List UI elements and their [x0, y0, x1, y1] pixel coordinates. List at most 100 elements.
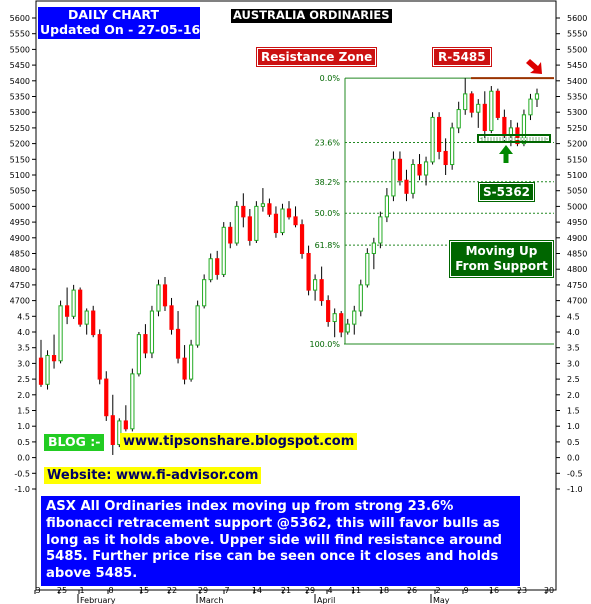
y-tick-label-right: 5200 [567, 140, 587, 149]
candle-down [417, 164, 422, 176]
x-tick-label: 30 [544, 586, 554, 595]
y-tick-label-right: -1.0 [567, 485, 583, 494]
y-tick-label-left: 5350 [10, 93, 30, 102]
y-tick-label-left: 3.5 [17, 344, 30, 353]
y-tick-label-right: -0.5 [567, 469, 583, 478]
y-tick-label-left: 4.0 [17, 328, 30, 337]
y-axis: 5600 5600 5550 5550 5500 5500 5450 5450 5400 5400… [10, 14, 588, 494]
y-tick-label-right: 5150 [567, 155, 587, 164]
candle-down [123, 420, 128, 430]
candle-down [299, 224, 305, 254]
candle-up [391, 158, 396, 197]
candle-up [365, 252, 370, 286]
candle-up [117, 420, 122, 445]
candle-up [130, 373, 135, 430]
x-tick-label: 8 [108, 586, 113, 595]
y-tick-label-right: 5100 [567, 171, 587, 180]
y-tick-label-right: 5300 [567, 108, 587, 117]
candle-down [326, 300, 331, 323]
y-tick-label-left: 3.0 [17, 359, 30, 368]
y-tick-label-left: 4750 [10, 281, 30, 290]
month-label: March [199, 596, 223, 604]
support-box [477, 134, 551, 143]
y-tick-label-left: 4700 [10, 297, 30, 306]
y-tick-label-right: 5500 [567, 45, 587, 54]
x-tick-label: 22 [167, 586, 177, 595]
fib-label: 100.0% [309, 340, 340, 349]
y-tick-label-left: 5000 [10, 202, 30, 211]
x-tick-label: 3 [35, 586, 40, 595]
y-tick-label-right: 4.5 [567, 312, 580, 321]
candle-up [352, 310, 357, 325]
y-tick-label-left: 5300 [10, 108, 30, 117]
x-tick-label: 15 [139, 586, 149, 595]
y-tick-label-left: 5250 [10, 124, 30, 133]
candle-up [476, 103, 481, 113]
x-tick-label: 14 [252, 586, 262, 595]
candle-up [521, 114, 527, 145]
candle-down [247, 216, 252, 241]
analysis-description: ASX All Ordinaries index moving up from … [41, 496, 520, 586]
candle-down [293, 216, 298, 226]
candle-down [306, 252, 311, 291]
candle-up [489, 90, 494, 132]
y-tick-label-left: 1.5 [17, 407, 30, 416]
candle-up [71, 289, 76, 317]
support-level-label: S-5362 [477, 182, 536, 202]
candle-up [423, 161, 429, 176]
candle-down [482, 103, 487, 132]
candle-down [215, 258, 220, 275]
x-tick-label: 23 [517, 586, 527, 595]
y-tick-label-right: 4950 [567, 218, 587, 227]
candle-up [378, 216, 383, 244]
candle-up [528, 98, 533, 116]
up-arrow-icon [499, 145, 513, 163]
candle-up [332, 313, 337, 323]
index-name: AUSTRALIA ORDINARIES [231, 8, 392, 23]
resistance-zone-label: Resistance Zone [255, 47, 378, 67]
candle-down [502, 116, 507, 137]
y-tick-label-right: 5450 [567, 61, 587, 70]
candle-up [534, 93, 540, 100]
x-tick-label: 29 [198, 586, 208, 595]
y-tick-label-left: 5600 [10, 14, 30, 23]
candle-down [65, 305, 70, 317]
y-tick-label-right: 0.5 [567, 438, 580, 447]
candle-up [463, 93, 468, 111]
candle-down [175, 328, 181, 359]
moving-up-line1: Moving Up [465, 244, 538, 258]
candle-up [313, 279, 318, 291]
y-tick-label-left: 4800 [10, 265, 30, 274]
y-tick-label-right: 4850 [567, 250, 587, 259]
y-tick-label-right: 4800 [567, 265, 587, 274]
x-axis: 3 25 1 8 15 22 29 7 14 21 29 4 11 18 26 2 9 16 23 30Februar… [34, 586, 554, 604]
down-right-arrow-icon [526, 59, 542, 74]
candle-down [339, 313, 344, 333]
x-tick-label: 26 [407, 586, 417, 595]
plot-frame [35, 0, 557, 591]
y-tick-label-left: 5200 [10, 140, 30, 149]
candle-down [267, 203, 272, 215]
chart-title: DAILY CHART [68, 7, 160, 22]
candle-down [91, 310, 96, 336]
y-tick-label-right: 1.5 [567, 407, 580, 416]
candle-down [228, 226, 233, 244]
candle-up [358, 284, 363, 312]
y-tick-label-right: 5050 [567, 187, 587, 196]
candle-up [45, 355, 50, 385]
month-label: February [80, 596, 116, 604]
candle-up [149, 310, 155, 354]
x-tick-label: 7 [224, 586, 229, 595]
candle-up [195, 305, 200, 346]
month-label: April [317, 596, 335, 604]
fib-label: 50.0% [315, 209, 341, 218]
candle-down [495, 90, 500, 118]
candle-up [280, 208, 285, 234]
candle-down [437, 116, 442, 152]
y-tick-label-right: 1.0 [567, 422, 580, 431]
blog-link[interactable]: www.tipsonshare.blogspot.com [120, 433, 358, 450]
website-link[interactable]: Website: www.fi-advisor.com [44, 467, 262, 484]
candle-down [78, 289, 83, 325]
x-tick-label: 18 [379, 586, 389, 595]
